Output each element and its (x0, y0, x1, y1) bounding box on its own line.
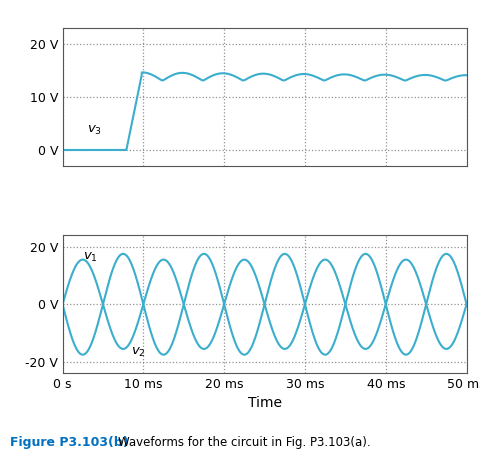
X-axis label: Time: Time (247, 396, 281, 410)
Text: Waveforms for the circuit in Fig. P3.103(a).: Waveforms for the circuit in Fig. P3.103… (118, 437, 370, 449)
Text: $v_2$: $v_2$ (131, 346, 145, 359)
Text: $v_1$: $v_1$ (83, 251, 97, 264)
Text: $v_3$: $v_3$ (86, 124, 102, 137)
Text: Figure P3.103(b): Figure P3.103(b) (10, 437, 128, 449)
